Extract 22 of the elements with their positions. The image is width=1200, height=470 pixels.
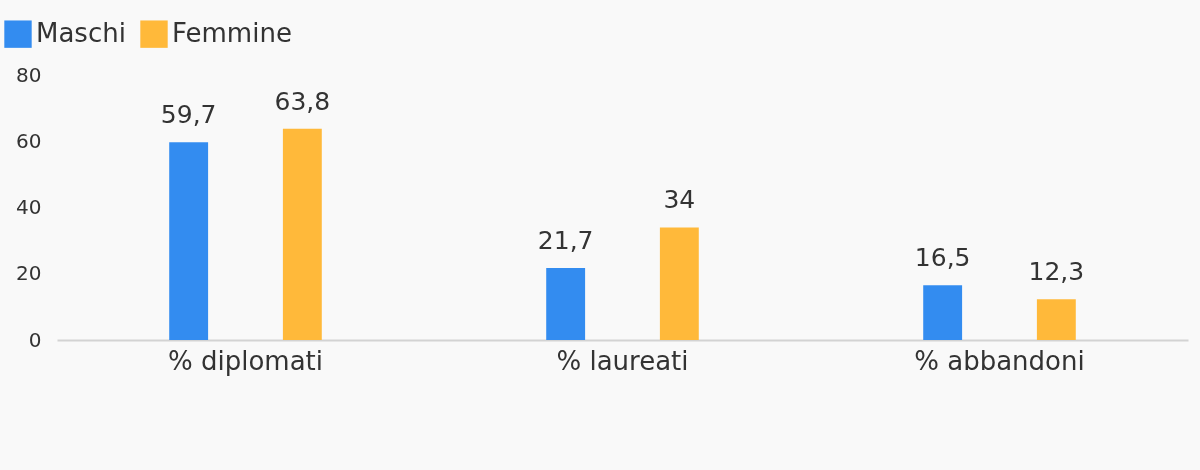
y-tick-label: 20 xyxy=(16,261,42,286)
bar xyxy=(282,128,322,340)
bar xyxy=(1036,299,1076,340)
data-label: 12,3 xyxy=(1028,257,1085,287)
bar xyxy=(546,268,586,340)
data-label: 59,7 xyxy=(160,100,217,130)
y-tick-label: 40 xyxy=(16,195,42,219)
y-tick-label: 0 xyxy=(28,327,42,352)
x-tick-label: % diplomati xyxy=(167,345,324,376)
data-label: 16,5 xyxy=(914,243,971,273)
x-tick-label: % laureati xyxy=(556,345,689,376)
bar xyxy=(169,142,209,340)
data-label: 34 xyxy=(663,185,696,215)
bar xyxy=(923,285,963,340)
legend-label: Maschi xyxy=(36,18,126,49)
y-tick-label: 60 xyxy=(16,128,42,153)
legend-label: Femmine xyxy=(172,18,292,49)
data-label: 21,7 xyxy=(537,226,594,256)
x-tick-label: % abbandoni xyxy=(914,345,1085,376)
data-label: 63,8 xyxy=(274,86,331,116)
y-tick-label: 80 xyxy=(16,62,42,87)
bar xyxy=(659,227,699,340)
